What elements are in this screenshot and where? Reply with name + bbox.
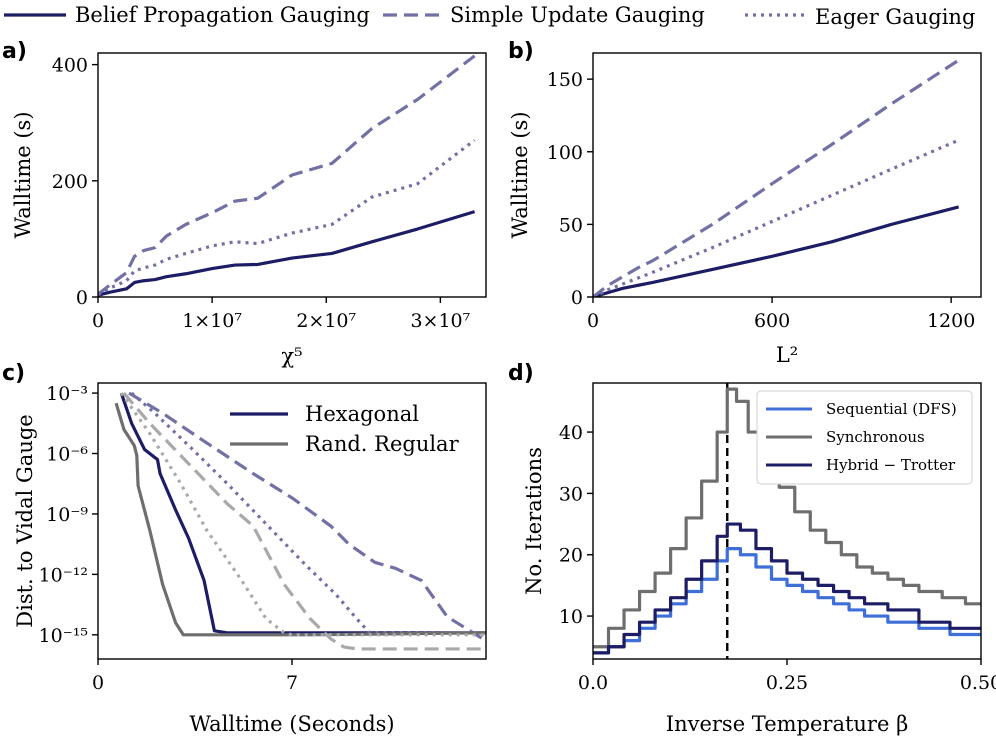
y-tick-label: 10⁻¹⁵ [39,625,88,647]
x-tick-label: 0 [92,672,104,694]
series-line-2 [130,391,486,635]
y-tick-label: 10⁻¹² [39,564,88,586]
series-line-5 [119,392,486,637]
x-axis-label: Walltime (Seconds) [189,712,394,736]
legend-box [756,390,973,485]
series-line-0 [119,392,486,635]
y-tick-label: 10⁻³ [46,383,88,405]
series-line-0 [98,210,476,297]
y-axis-label: Walltime (s) [11,111,35,238]
top-legend: Belief Propagation Gauging Simple Update … [4,3,975,29]
series-line-0 [593,205,960,297]
series-line-4 [122,392,486,651]
series-group [98,54,476,297]
panel-label: c) [2,361,25,386]
legend-label: Hexagonal [305,402,419,426]
legend-label: Simple Update Gauging [450,3,705,27]
panel-a: 0 200 400 0 1×10⁷ 2×10⁷ 3×10⁷ χ⁵ Walltime (s) a) [2,39,487,368]
series-line-2 [593,522,981,655]
x-axis-label: χ⁵ [281,344,302,368]
legend-label: Eager Gauging [815,5,975,29]
series-group [114,391,486,651]
panel-label: a) [2,39,27,64]
y-axis-label: Walltime (s) [508,111,532,238]
panel-label: d) [508,361,534,386]
y-tick-label: 50 [559,214,583,236]
y-tick-label: 10⁻⁶ [46,444,88,466]
series-line-2 [98,138,476,297]
x-tick-label: 0 [587,310,599,332]
legend-label: Rand. Regular [305,432,460,456]
x-tick-label: 0.25 [766,672,808,694]
panel-c: 10⁻³ 10⁻⁶ 10⁻⁹ 10⁻¹² 10⁻¹⁵ 0 7 Walltime (Second… [2,361,487,736]
legend-label: Belief Propagation Gauging [75,3,370,27]
y-tick-label: 10⁻⁹ [46,504,88,526]
y-tick-label: 30 [559,483,583,505]
series-line-1 [128,391,486,643]
y-tick-label: 0 [571,287,583,309]
y-tick-label: 40 [559,422,583,444]
y-axis-label: Dist. to Vidal Gauge [13,414,37,627]
x-tick-label: 0 [92,310,104,332]
axes-frame [97,52,487,298]
series-line-3 [114,402,486,637]
series-line-1 [593,58,960,297]
legend-label: Synchronous [826,428,925,446]
y-tick-label: 10 [559,606,583,628]
y-axis-label: No. Iterations [522,447,546,595]
y-tick-label: 0 [76,287,88,309]
y-tick-label: 20 [559,545,583,567]
y-tick-label: 150 [547,69,583,91]
series-line-1 [98,54,476,296]
x-tick-label: 0.0 [578,672,608,694]
series-group [593,58,960,297]
x-axis-label: Inverse Temperature β [666,712,908,736]
x-tick-label: 2×10⁷ [296,310,356,332]
legend-label: Sequential (DFS) [826,400,957,418]
y-tick-label: 100 [547,142,583,164]
x-tick-label: 1×10⁷ [182,310,242,332]
series-line-0 [593,546,981,655]
axes-frame [97,382,487,660]
x-tick-label: 7 [286,672,298,694]
panel-label: b) [508,39,534,64]
x-axis-label: L² [776,343,798,367]
axes-frame [592,52,982,298]
y-tick-label: 200 [52,171,88,193]
x-tick-label: 3×10⁷ [410,310,470,332]
x-tick-label: 1200 [927,310,975,332]
series-line-2 [593,138,960,297]
x-tick-label: 0.50 [960,672,996,694]
legend-label: Hybrid − Trotter [826,456,956,474]
panel-b: 0 50 100 150 0 600 1200 L² Walltime (s) b) [508,39,982,367]
x-tick-label: 600 [754,310,790,332]
panel-d: 10 20 30 40 0.0 0.25 0.50 Inverse Temperature β… [508,361,996,736]
y-tick-label: 400 [52,55,88,77]
